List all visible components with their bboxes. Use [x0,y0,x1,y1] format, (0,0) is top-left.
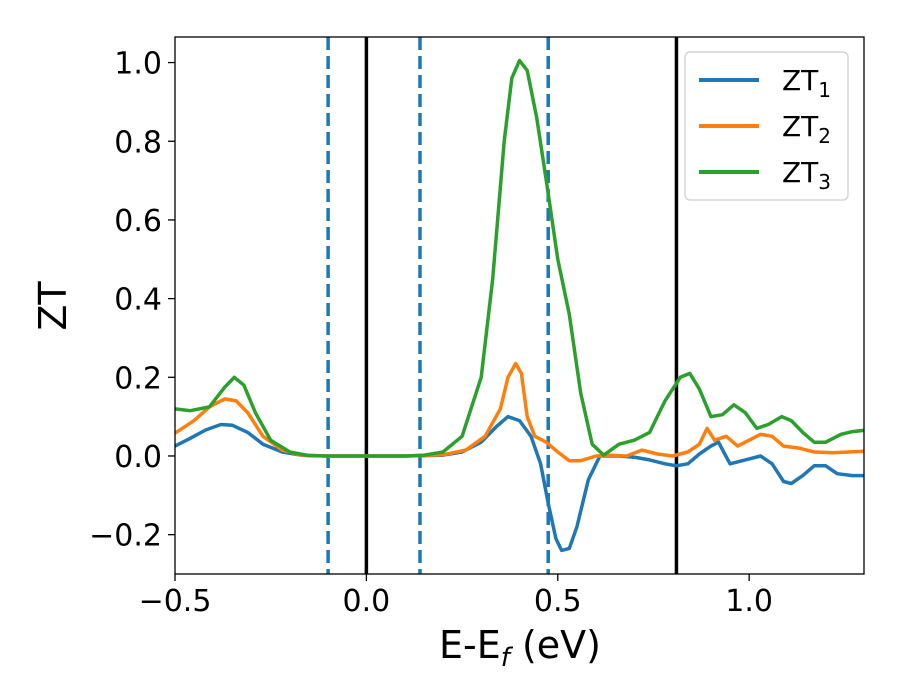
legend-box [684,51,849,201]
x-tick-label: −0.5 [139,584,212,619]
x-tick-label: 0.5 [534,584,582,619]
y-tick-label: −0.2 [89,519,162,554]
y-tick-label: 0.0 [114,440,162,475]
y-tick-label: 0.4 [114,283,162,318]
y-tick-label: 0.6 [114,204,162,239]
legend-label-zt3: ZT3 [782,156,831,194]
legend-label-zt1: ZT1 [782,64,831,102]
data-layer [175,37,864,574]
x-axis-label-main: E-E [439,623,501,667]
legend: ZT1 ZT2 ZT3 [684,51,849,201]
x-axis-label-unit: (eV) [510,623,601,667]
x-tick-label: 1.0 [725,584,773,619]
plot-area: −0.5 0.0 0.5 1.0−0.20.00.20.40.60.81.0 ZT1ZT… [89,36,865,619]
axes-frame [174,36,865,575]
legend-label-zt2: ZT2 [782,110,831,148]
y-tick-label: 0.2 [114,361,162,396]
y-tick-label: 0.8 [114,125,162,160]
y-axis-label: ZT [31,281,75,331]
series-line-zt1 [175,414,864,553]
x-tick-label: 0.0 [343,584,391,619]
x-axis-label: E-Ef (eV) [439,623,601,673]
y-tick-label: 1.0 [114,47,162,82]
series-line-zt3 [175,58,864,458]
